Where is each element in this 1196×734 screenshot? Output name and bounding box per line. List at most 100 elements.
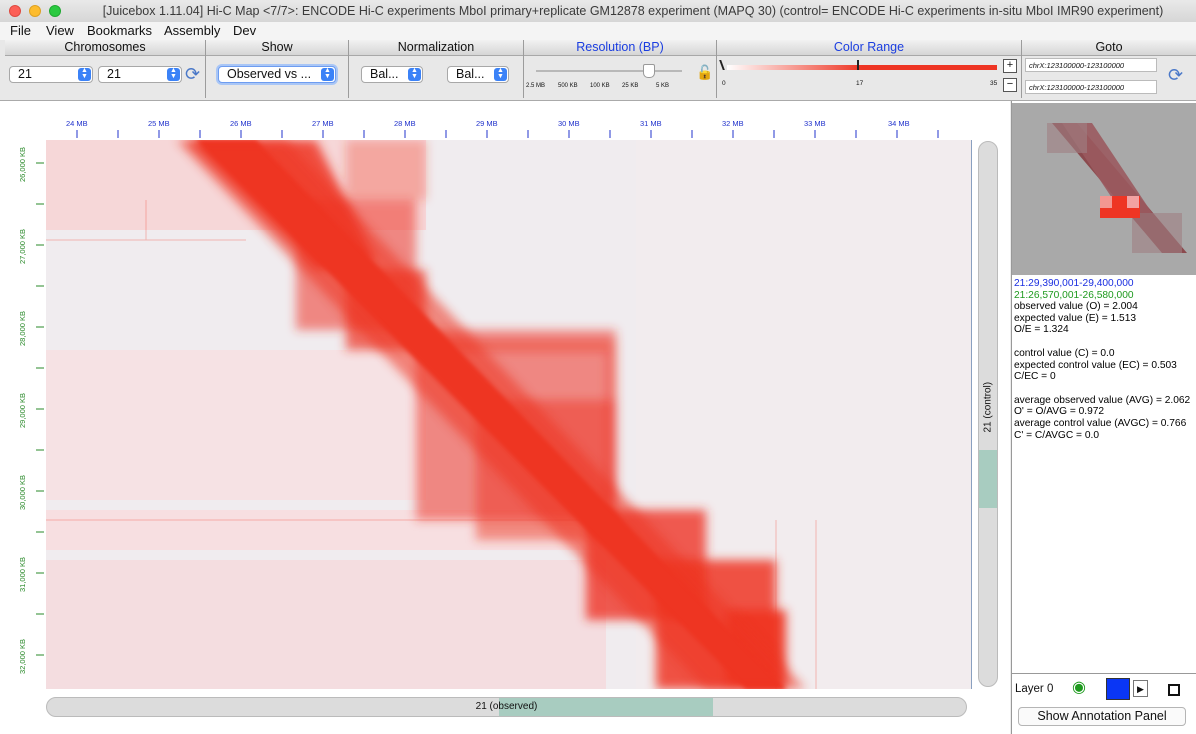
goto-field-2[interactable]: chrX:123100000-123100000 [1025,80,1157,94]
color-range-minus-button[interactable]: − [1003,78,1017,92]
refresh-chromosomes-icon[interactable]: ⟳ [185,64,201,84]
chevron-updown-icon: ▲ ▼ [408,67,421,81]
info-avg-control: average control value (AVGC) = 0.766 [1014,417,1187,429]
resolution-slider-track[interactable] [536,70,682,72]
show-panel: Show Observed vs ... ▲ ▼ [206,40,349,98]
top-ruler-ticks [76,130,939,138]
top-tick-label: 34 MB [888,119,910,128]
resolution-tick: 25 KB [622,83,639,89]
color-range-mid-label: 17 [856,80,864,87]
maximize-window-button[interactable] [49,5,61,17]
control-scrollbar-thumb[interactable] [979,450,997,508]
info-expected-control: expected control value (EC) = 0.503 [1014,359,1177,371]
resolution-panel: Resolution (BP) 2.5 MB 500 KB 100 KB 25 … [524,40,717,98]
info-control: control value (C) = 0.0 [1014,347,1115,359]
chromosome1-select[interactable]: 21 ▲ ▼ [9,66,93,83]
chevron-updown-icon: ▲ ▼ [321,67,334,81]
eye-icon[interactable]: ◉ [1072,679,1086,696]
normalization1-select[interactable]: Bal... ▲ ▼ [361,66,423,83]
window-title: [Juicebox 1.11.04] Hi-C Map <7/7>: ENCOD… [102,4,1164,18]
close-window-button[interactable] [9,5,21,17]
color-range-min-thumb[interactable] [719,60,731,70]
normalization-header: Normalization [349,40,523,56]
menu-bookmarks[interactable]: Bookmarks [87,23,153,38]
left-tick-label: 30,000 KB [18,474,27,510]
resolution-tick: 5 KB [656,83,670,89]
info-expected: expected value (E) = 1.513 [1014,312,1137,324]
hic-heatmap[interactable] [46,140,972,689]
resolution-tick: 500 KB [558,83,578,89]
top-tick-label: 27 MB [312,119,334,128]
normalization-panel: Normalization Bal... ▲ ▼ Bal... ▲ ▼ [349,40,524,98]
top-tick-label: 24 MB [66,119,88,128]
left-tick-label: 32,000 KB [18,638,27,674]
goto-refresh-icon[interactable]: ⟳ [1168,65,1184,85]
control-scrollbar-label: 21 (control) [982,381,994,433]
minimize-window-button[interactable] [29,5,41,17]
resolution-slider-thumb[interactable] [643,64,655,78]
menu-bar: File View Bookmarks Assembly Dev [0,22,1196,41]
thumbnail-graphic [1012,103,1196,275]
left-tick-label: 31,000 KB [18,556,27,592]
normalization2-select[interactable]: Bal... ▲ ▼ [447,66,509,83]
chromosome2-select[interactable]: 21 ▲ ▼ [98,66,182,83]
top-tick-label: 28 MB [394,119,416,128]
info-x-position: 21:29,390,001-29,400,000 [1014,278,1134,289]
side-panel [1011,101,1196,734]
goto-header: Goto [1022,40,1196,56]
play-icon[interactable]: ▶ [1133,680,1148,697]
top-ruler [46,117,971,139]
resolution-header: Resolution (BP) [524,40,716,56]
top-tick-label: 31 MB [640,119,662,128]
chromosomes-panel: Chromosomes 21 ▲ ▼ 21 ▲ ▼ ⟳ [5,40,206,98]
chevron-updown-icon: ▲ ▼ [167,67,180,81]
menu-assembly[interactable]: Assembly [164,23,221,38]
observed-scrollbar[interactable]: 21 (observed) [46,697,967,717]
menu-file[interactable]: File [10,23,31,38]
normalization2-value: Bal... [456,67,485,81]
top-tick-label: 30 MB [558,119,580,128]
info-c-prime: C' = C/AVGC = 0.0 [1014,429,1099,441]
left-ruler-ticks [36,162,44,656]
show-annotation-panel-button[interactable]: Show Annotation Panel [1018,707,1186,726]
display-mode-select[interactable]: Observed vs ... ▲ ▼ [218,66,336,83]
info-observed: observed value (O) = 2.004 [1014,301,1138,313]
color-range-plus-button[interactable]: + [1003,59,1017,73]
chevron-updown-icon: ▲ ▼ [494,67,507,81]
color-range-min-label: 0 [722,80,726,87]
info-avg-observed: average observed value (AVG) = 2.062 [1014,394,1191,406]
color-range-header: Color Range [717,40,1021,56]
display-mode-value: Observed vs ... [227,67,312,81]
menu-dev[interactable]: Dev [233,23,257,38]
layer-checkbox[interactable] [1168,684,1180,696]
title-bar: [Juicebox 1.11.04] Hi-C Map <7/7>: ENCOD… [0,0,1196,23]
goto-panel: Goto chrX:123100000-123100000 chrX:12310… [1022,40,1196,98]
color-range-slider-track[interactable] [727,65,997,70]
lock-icon[interactable]: 🔓 [696,64,714,80]
info-o-prime: O' = O/AVG = 0.972 [1014,406,1105,418]
chromosome2-value: 21 [107,67,121,81]
color-range-panel: Color Range 0 17 35 + − [717,40,1022,98]
hover-info-panel: 21:29,390,001-29,400,000 21:26,570,001-2… [1014,278,1190,441]
layer-label: Layer 0 [1015,683,1054,695]
resolution-tick: 2.5 MB [526,83,546,89]
control-scrollbar[interactable]: 21 (control) [978,141,998,687]
thumbnail-map[interactable] [1012,103,1196,275]
left-tick-label: 29,000 KB [18,392,27,428]
color-range-max-label: 35 [990,80,998,87]
hic-heatmap-graphic [46,140,971,689]
show-header: Show [206,40,348,56]
observed-scrollbar-label: 21 (observed) [475,701,538,712]
top-tick-label: 32 MB [722,119,744,128]
chromosome1-value: 21 [18,67,32,81]
menu-view[interactable]: View [46,23,74,38]
observed-scrollbar-thumb[interactable] [499,698,713,716]
layer-color-swatch[interactable] [1106,678,1130,700]
top-tick-label: 33 MB [804,119,826,128]
color-range-thumb[interactable] [857,60,865,70]
resolution-tick: 100 KB [590,83,610,89]
left-tick-label: 27,000 KB [18,228,27,264]
layer-divider [1011,673,1196,674]
goto-field-1[interactable]: chrX:123100000-123100000 [1025,58,1157,72]
info-cec: C/EC = 0 [1014,371,1056,383]
